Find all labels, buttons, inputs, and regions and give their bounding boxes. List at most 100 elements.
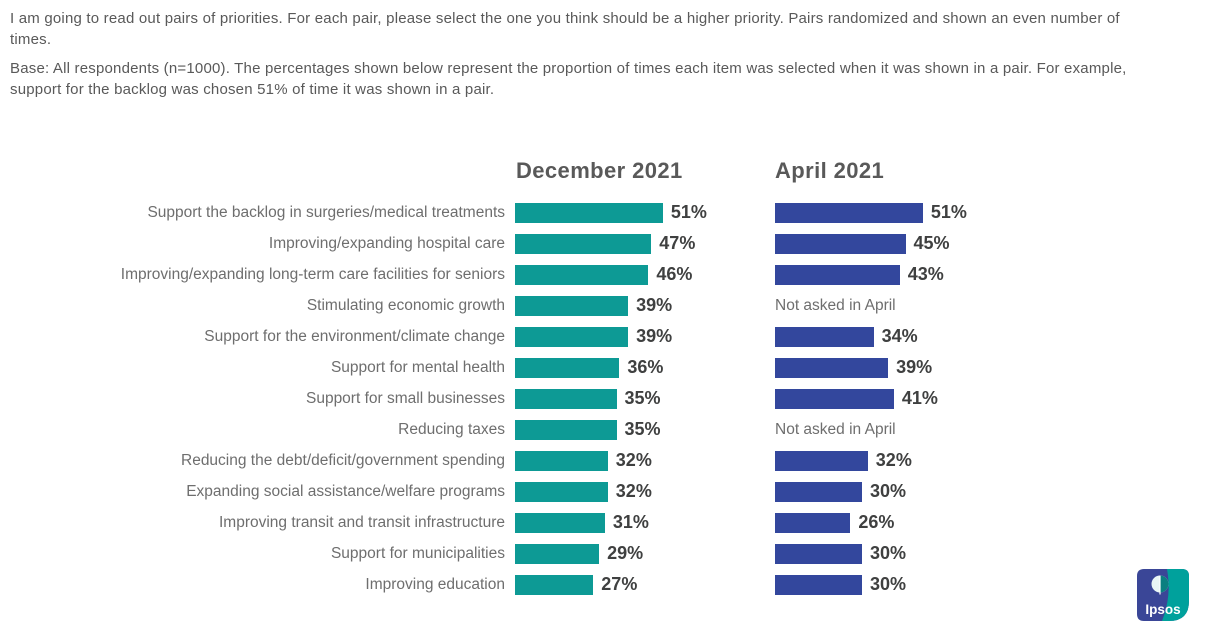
april-cell: 34% [775, 321, 1205, 352]
bar-december-2021 [515, 264, 649, 285]
value-label-april: 39% [896, 357, 933, 377]
bar-december-2021 [515, 419, 617, 440]
bar-april-2021 [775, 450, 868, 471]
logo-wordmark: Ipsos [1145, 602, 1180, 617]
bar-december-2021 [515, 357, 620, 378]
april-cell: 43% [775, 259, 1205, 290]
december-cell: 51% [515, 197, 765, 228]
value-label-december: 39% [636, 326, 673, 346]
bar-april-2021 [775, 543, 862, 564]
chart-row: Support the backlog in surgeries/medical… [0, 197, 1205, 228]
chart-row: Improving education 27% 30% [0, 569, 1205, 600]
value-label-december: 32% [615, 481, 652, 501]
bar-december-2021 [515, 450, 608, 471]
value-label-december: 51% [670, 202, 707, 222]
question-text: I am going to read out pairs of prioriti… [10, 10, 1120, 48]
bar-april-2021 [775, 574, 862, 595]
category-label: Improving/expanding long-term care facil… [120, 265, 505, 283]
value-label-december: 35% [624, 388, 661, 408]
logo-teal-background [1162, 569, 1189, 621]
value-label-april: 43% [907, 264, 944, 284]
value-label-december: 47% [659, 233, 696, 253]
april-cell: 39% [775, 352, 1205, 383]
chart-row: Reducing the debt/deficit/government spe… [0, 445, 1205, 476]
category-label: Support for municipalities [330, 544, 505, 562]
december-cell: 46% [515, 259, 765, 290]
bar-april-2021 [775, 388, 894, 409]
category-label: Expanding social assistance/welfare prog… [186, 482, 505, 500]
april-cell: 30% [775, 538, 1205, 569]
april-cell: 26% [775, 507, 1205, 538]
ipsos-logo-graphic: Ipsos [1137, 569, 1189, 621]
april-cell: 30% [775, 569, 1205, 600]
april-cell: 30% [775, 476, 1205, 507]
bar-december-2021 [515, 388, 617, 409]
chart-row: Improving transit and transit infrastruc… [0, 507, 1205, 538]
column-header-december-2021: December 2021 [516, 158, 683, 183]
december-cell: 47% [515, 228, 765, 259]
bar-april-2021 [775, 233, 906, 254]
december-cell: 32% [515, 445, 765, 476]
category-label: Improving/expanding hospital care [268, 234, 505, 252]
category-label: Support for the environment/climate chan… [204, 327, 505, 345]
december-cell: 29% [515, 538, 765, 569]
december-cell: 39% [515, 290, 765, 321]
value-label-december: 35% [624, 419, 661, 439]
chart-row: Support for small businesses 35% 41% [0, 383, 1205, 414]
chart-row: Expanding social assistance/welfare prog… [0, 476, 1205, 507]
category-label: Support the backlog in surgeries/medical… [147, 203, 505, 221]
december-cell: 35% [515, 383, 765, 414]
december-cell: 32% [515, 476, 765, 507]
april-cell: 41% [775, 383, 1205, 414]
december-cell: 36% [515, 352, 765, 383]
chart-row: Improving/expanding hospital care 47% 45… [0, 228, 1205, 259]
category-label: Improving education [365, 575, 505, 593]
bar-april-2021 [775, 202, 923, 223]
april-cell: 51% [775, 197, 1205, 228]
bar-april-2021 [775, 326, 874, 347]
december-cell: 31% [515, 507, 765, 538]
april-cell: 32% [775, 445, 1205, 476]
bar-december-2021 [515, 202, 663, 223]
value-label-april: 30% [870, 543, 907, 563]
value-label-december: 46% [656, 264, 693, 284]
bar-december-2021 [515, 481, 608, 502]
category-label: Improving transit and transit infrastruc… [218, 513, 505, 531]
bar-april-2021 [775, 264, 900, 285]
logo-face-divider [1159, 575, 1161, 595]
value-label-april: 34% [881, 326, 918, 346]
value-label-december: 31% [612, 512, 649, 532]
value-label-december: 36% [627, 357, 664, 377]
category-label: Reducing taxes [398, 420, 505, 438]
category-label: Support for mental health [330, 358, 505, 376]
category-label: Stimulating economic growth [306, 296, 505, 314]
category-label: Reducing the debt/deficit/government spe… [181, 451, 505, 469]
april-cell: Not asked in April [775, 414, 1205, 445]
value-label-december: 29% [607, 543, 644, 563]
base-text: Base: All respondents (n=1000). The perc… [10, 60, 1127, 98]
category-label: Support for small businesses [305, 389, 505, 407]
bar-december-2021 [515, 512, 605, 533]
chart-row: Support for municipalities 29% 30% [0, 538, 1205, 569]
value-label-december: 32% [615, 450, 652, 470]
not-asked-label: Not asked in April [775, 420, 896, 438]
april-cell: 45% [775, 228, 1205, 259]
chart-row: Stimulating economic growth 39% Not aske… [0, 290, 1205, 321]
value-label-april: 30% [870, 574, 907, 594]
value-label-april: 30% [870, 481, 907, 501]
value-label-april: 51% [930, 202, 967, 222]
bar-december-2021 [515, 233, 652, 254]
chart-row: Reducing taxes 35% Not asked in April [0, 414, 1205, 445]
column-header-april-2021: April 2021 [775, 158, 885, 183]
april-cell: Not asked in April [775, 290, 1205, 321]
bar-december-2021 [515, 295, 629, 316]
not-asked-label: Not asked in April [775, 296, 896, 314]
december-cell: 27% [515, 569, 765, 600]
value-label-april: 26% [858, 512, 895, 532]
december-cell: 35% [515, 414, 765, 445]
logo-face-right [1160, 575, 1169, 593]
value-label-april: 32% [875, 450, 912, 470]
value-label-december: 39% [636, 295, 673, 315]
value-label-december: 27% [601, 574, 638, 594]
